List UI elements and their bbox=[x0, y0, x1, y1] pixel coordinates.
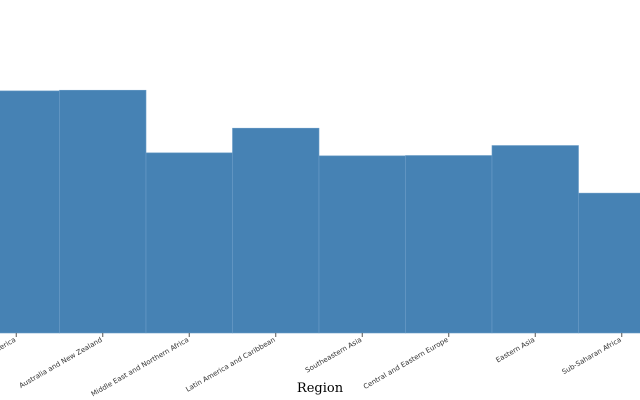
bar bbox=[59, 89, 147, 334]
bar bbox=[318, 155, 406, 334]
bar bbox=[145, 152, 233, 334]
bar bbox=[405, 155, 493, 334]
x-tick-label: North America bbox=[0, 336, 17, 368]
x-tick-label: Australia and New Zealand bbox=[18, 336, 104, 390]
bar bbox=[578, 192, 640, 334]
x-tick-label: Middle East and Northern Africa bbox=[90, 336, 190, 399]
x-tick-label: Latin America and Caribbean bbox=[184, 336, 276, 394]
x-tick-label: Sub-Saharan Africa bbox=[561, 336, 623, 376]
x-tick-label: Eastern Asia bbox=[495, 336, 537, 365]
x-tick-label: Central and Eastern Europe bbox=[362, 336, 450, 391]
bar bbox=[232, 127, 320, 334]
x-tick-label: Southeastern Asia bbox=[304, 336, 363, 375]
x-axis-title: Region bbox=[297, 381, 344, 396]
bar bbox=[0, 90, 60, 334]
bar bbox=[491, 145, 579, 334]
